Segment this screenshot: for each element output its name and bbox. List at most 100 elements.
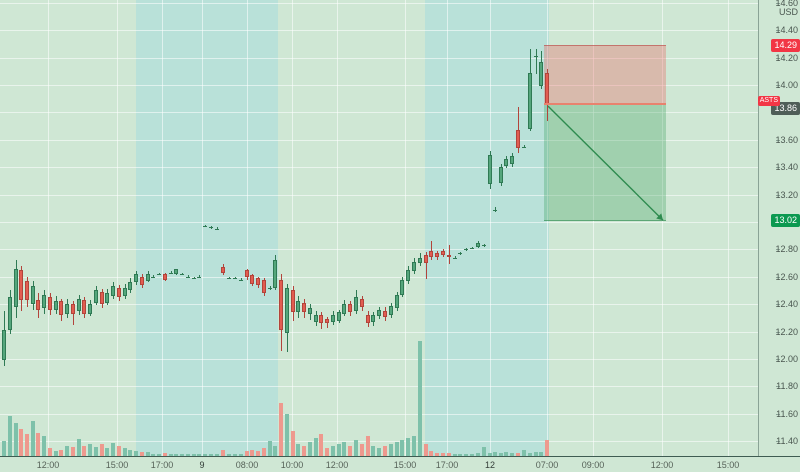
volume-bar	[470, 454, 474, 456]
price-tick-mark	[776, 84, 780, 86]
candle-wick	[158, 272, 160, 276]
candle-body	[418, 257, 422, 264]
volume-bar	[77, 439, 81, 456]
symbol-price-flag: ASTS	[757, 96, 780, 107]
volume-bar	[325, 448, 329, 456]
time-axis-day-label: 9	[199, 460, 205, 470]
candle-body	[488, 154, 492, 184]
entry-price-line[interactable]	[544, 103, 666, 106]
horizontal-gridline	[0, 167, 758, 169]
candle-body	[337, 312, 341, 321]
volume-bar	[464, 454, 468, 456]
volume-bar	[146, 452, 150, 456]
price-tick-label: 11.40	[776, 436, 798, 447]
price-tick-mark	[776, 57, 780, 59]
horizontal-gridline	[0, 84, 758, 86]
price-tick-mark	[776, 304, 780, 306]
candle-body	[105, 293, 109, 303]
horizontal-gridline	[0, 331, 758, 333]
candle-body	[71, 304, 75, 314]
volume-bar	[134, 451, 138, 456]
volume-bar	[354, 440, 358, 456]
price-tick-label: 11.80	[776, 381, 798, 392]
volume-bar	[504, 452, 508, 456]
volume-bar	[192, 454, 196, 456]
volume-bar	[82, 446, 86, 456]
candle-wick	[234, 276, 236, 280]
volume-bar	[291, 431, 295, 456]
volume-bar	[360, 444, 364, 456]
volume-bar	[377, 448, 381, 456]
candle-wick	[523, 145, 525, 148]
volume-bar	[8, 416, 12, 456]
volume-bar	[337, 444, 341, 456]
candle-body	[157, 274, 161, 275]
price-tick-mark	[776, 413, 780, 415]
volume-bar	[111, 443, 115, 456]
stop-price-label: 14.29	[771, 38, 800, 52]
vertical-gridline	[728, 0, 729, 456]
time-axis-label: 10:00	[280, 460, 304, 470]
candle-body	[534, 56, 538, 58]
candle-wick	[216, 227, 218, 231]
volume-bar	[256, 451, 260, 456]
price-tick-label: 14.60	[775, 0, 798, 8]
candle-body	[36, 300, 40, 310]
vertical-gridline	[202, 0, 203, 456]
time-axis-label: 15:00	[393, 460, 417, 470]
candle-body	[476, 242, 480, 247]
volume-bar	[447, 453, 451, 456]
horizontal-gridline	[0, 304, 758, 306]
candle-body	[197, 276, 201, 278]
risk-reward-arrow[interactable]	[0, 0, 758, 456]
price-tick-mark	[776, 358, 780, 360]
candle-body	[134, 274, 138, 283]
candle-body	[77, 298, 81, 311]
volume-bar	[54, 451, 58, 456]
candle-body	[528, 72, 532, 129]
candle-body	[453, 257, 457, 259]
volume-bar	[100, 444, 104, 456]
candle-body	[163, 274, 167, 280]
volume-bar	[163, 453, 167, 456]
candle-body	[470, 248, 474, 249]
horizontal-gridline	[0, 441, 758, 443]
volume-bar	[117, 446, 121, 456]
volume-bar	[157, 454, 161, 456]
candle-body	[429, 250, 433, 258]
volume-bar	[331, 446, 335, 456]
price-tick-label: 12.00	[775, 353, 798, 364]
volume-bar	[262, 448, 266, 456]
short-position-stop-zone[interactable]	[544, 45, 666, 106]
price-tick-mark	[776, 167, 780, 169]
candle-body	[100, 291, 104, 305]
price-tick-label: 14.20	[775, 52, 798, 63]
currency-unit-label: USD	[778, 7, 798, 17]
candle-wick	[210, 226, 212, 229]
candle-body	[482, 245, 486, 247]
chart-plot-area[interactable]	[0, 0, 758, 456]
time-axis[interactable]: 12:00 15:00 17:00 9 08:00 10:00 12:00 15:00 17:0…	[0, 456, 800, 472]
time-axis-label: 07:00	[535, 460, 559, 470]
candle-body	[140, 276, 144, 285]
candle-body	[48, 297, 52, 310]
candle-body	[441, 250, 445, 255]
candle-body	[245, 269, 249, 277]
candle-body	[377, 309, 381, 317]
volume-bar	[174, 454, 178, 456]
volume-bar	[71, 447, 75, 456]
vertical-gridline	[162, 0, 163, 456]
horizontal-gridline	[0, 2, 758, 4]
price-tick-mark	[776, 331, 780, 333]
price-axis[interactable]: USD 14.60 14.40 14.20 14.00 13.60 13.40 13.20 1…	[757, 0, 800, 456]
volume-bar	[140, 452, 144, 456]
price-tick-mark	[776, 139, 780, 141]
candle-body	[447, 254, 451, 258]
candle-body	[54, 301, 58, 310]
vertical-gridline	[117, 0, 118, 456]
volume-bar	[545, 440, 549, 456]
candle-body	[25, 280, 29, 300]
volume-bar	[169, 454, 173, 456]
horizontal-gridline	[0, 413, 758, 415]
